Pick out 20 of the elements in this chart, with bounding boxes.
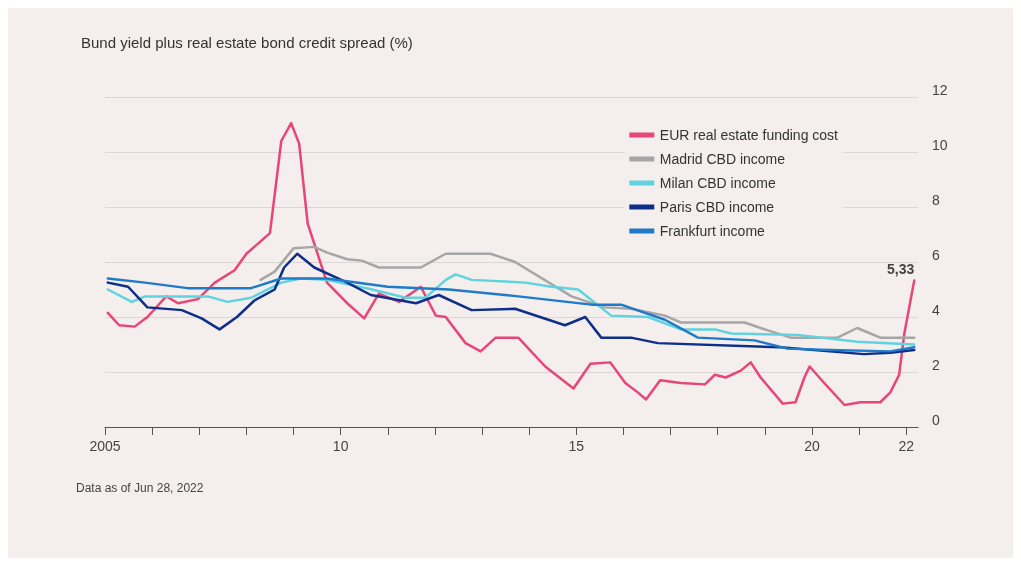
legend-label: Paris CBD income — [659, 199, 775, 215]
y-tick-label: 6 — [932, 247, 940, 263]
y-tick-label: 0 — [932, 412, 940, 428]
y-tick-label: 2 — [932, 357, 940, 373]
y-tick-label: 12 — [932, 82, 948, 98]
text: Data as of Jun 28, 2022 — [76, 481, 204, 495]
x-tick-label: 2005 — [89, 438, 121, 454]
legend-label: Milan CBD income — [659, 175, 776, 191]
y-tick-label: 8 — [932, 192, 940, 208]
x-tick-label: 10 — [332, 438, 349, 454]
x-tick-label: 22 — [898, 438, 915, 454]
y-tick-label: 10 — [932, 137, 948, 153]
y-tick-label: 4 — [932, 302, 940, 318]
x-tick-label: 20 — [804, 438, 820, 454]
x-tick-label: 15 — [568, 438, 585, 454]
legend-label: EUR real estate funding cost — [659, 127, 839, 143]
legend-label: Frankfurt income — [659, 223, 766, 239]
legend-label: Madrid CBD income — [659, 151, 786, 167]
chart-title: Bund yield plus real estate bond credit spread (%) — [81, 34, 413, 51]
annotation: 5,33 — [886, 261, 915, 278]
